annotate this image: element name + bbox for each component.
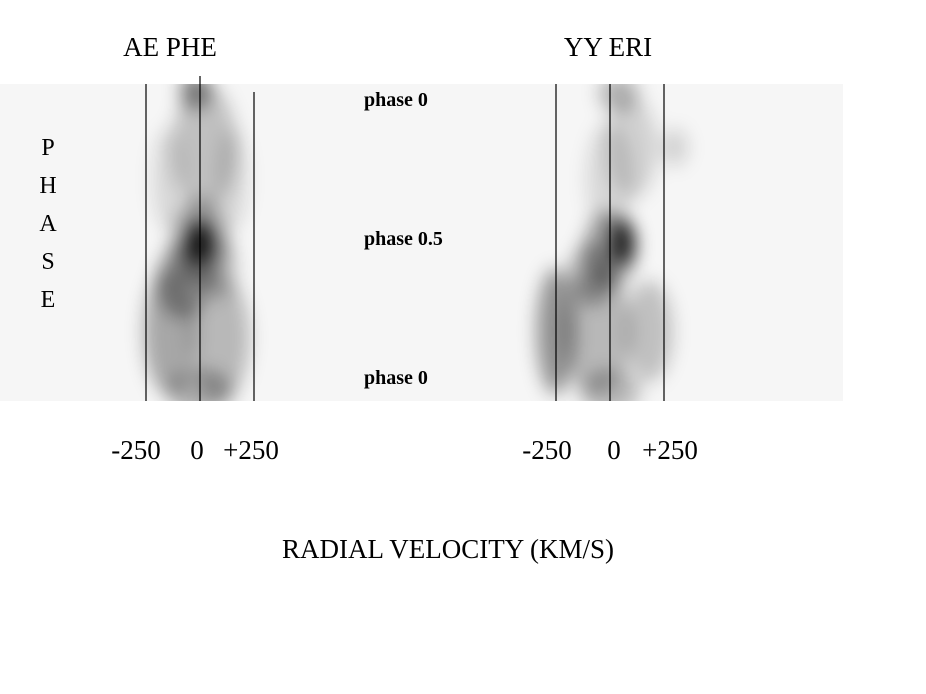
intensity-blob (217, 128, 248, 230)
intensity-blob (625, 280, 673, 382)
x-tick-label: -250 (522, 435, 572, 465)
spectrum-image (536, 84, 688, 401)
x-tick-label: 0 (190, 435, 204, 465)
plot-background (0, 84, 843, 401)
intensity-blob (661, 128, 688, 167)
phase-marker-label: phase 0 (364, 89, 428, 111)
velocity-reference-lines (145, 76, 255, 401)
velocity-reference-lines (555, 84, 665, 401)
intensity-blob (143, 267, 196, 395)
x-axis-label: RADIAL VELOCITY (KM/S) (282, 534, 614, 564)
y-axis-label-letter: H (39, 173, 56, 199)
intensity-blob (562, 267, 632, 395)
x-tick-label: +250 (223, 435, 279, 465)
panel-title: YY ERI (564, 32, 652, 62)
y-axis-label-letter: P (41, 135, 54, 161)
x-tick-label: 0 (607, 435, 621, 465)
intensity-blob (152, 128, 183, 230)
phase-marker-label: phase 0 (364, 367, 428, 389)
y-axis-label-letter: A (39, 211, 57, 237)
x-tick-label: +250 (642, 435, 698, 465)
y-axis-label-letter: S (41, 249, 54, 275)
panel-ae-phe: AE PHE -250 0 +250 (111, 32, 279, 465)
phase-marker-label: phase 0.5 (364, 228, 443, 250)
x-tick-label: -250 (111, 435, 161, 465)
intensity-blob (189, 274, 250, 401)
panel-title: AE PHE (123, 32, 217, 62)
y-axis-label-letter: E (41, 287, 56, 313)
panel-yy-eri: YY ERI -250 0 +250 (522, 32, 698, 465)
